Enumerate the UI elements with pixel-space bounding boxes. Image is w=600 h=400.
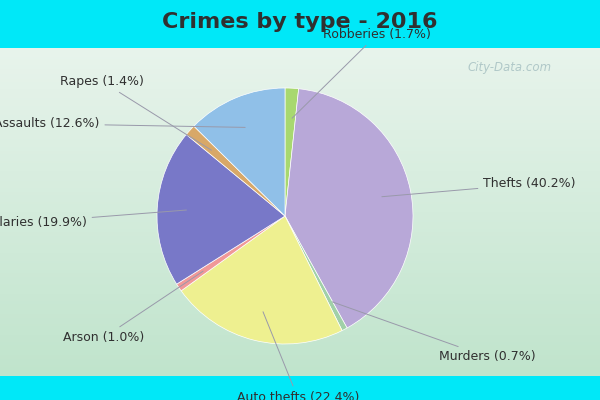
Text: Arson (1.0%): Arson (1.0%) — [63, 271, 203, 344]
Wedge shape — [285, 89, 413, 328]
Text: Auto thefts (22.4%): Auto thefts (22.4%) — [236, 312, 359, 400]
Text: Crimes by type - 2016: Crimes by type - 2016 — [162, 12, 438, 32]
Wedge shape — [285, 88, 299, 216]
Wedge shape — [187, 126, 285, 216]
Text: Murders (0.7%): Murders (0.7%) — [332, 302, 535, 363]
Text: Thefts (40.2%): Thefts (40.2%) — [382, 178, 576, 197]
Text: City-Data.com: City-Data.com — [468, 62, 552, 74]
Text: Burglaries (19.9%): Burglaries (19.9%) — [0, 210, 187, 229]
Wedge shape — [181, 216, 342, 344]
Text: Assaults (12.6%): Assaults (12.6%) — [0, 117, 245, 130]
Wedge shape — [157, 134, 285, 284]
Wedge shape — [176, 216, 285, 291]
Wedge shape — [194, 88, 285, 216]
Wedge shape — [285, 216, 347, 330]
Text: Rapes (1.4%): Rapes (1.4%) — [61, 75, 211, 150]
Text: Robberies (1.7%): Robberies (1.7%) — [292, 28, 431, 118]
